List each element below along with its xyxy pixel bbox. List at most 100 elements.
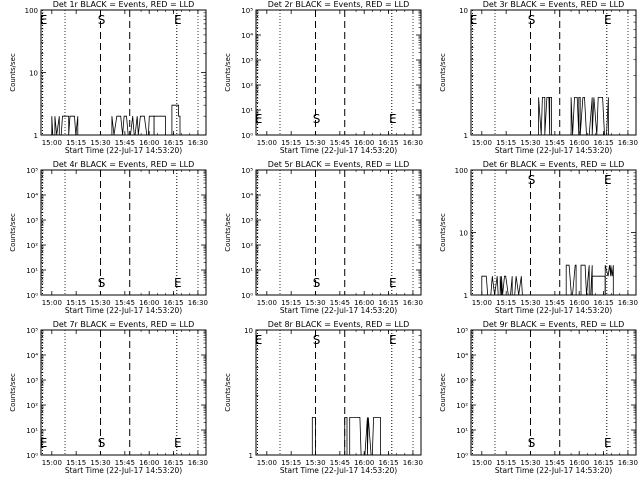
x-tick-label: 15:15 <box>496 299 516 307</box>
panel-9: Det 9r BLACK = Events, RED = LLD 15:00 15:… <box>439 320 638 475</box>
panel-title: Det 5r BLACK = Events, RED = LLD <box>268 160 410 169</box>
x-tick-label: 15:15 <box>281 459 301 467</box>
y-tick-label: 10 <box>244 327 253 335</box>
y-tick-label: 10⁵ <box>241 7 253 15</box>
marker-letter: S <box>98 13 106 27</box>
x-tick-label: 15:45 <box>115 139 135 147</box>
y-tick-label: 10¹ <box>241 107 253 115</box>
x-tick-label: 15:45 <box>330 299 350 307</box>
x-tick-label: 15:00 <box>257 299 277 307</box>
y-axis-label: Counts/sec <box>439 53 447 92</box>
x-tick-label: 15:00 <box>257 459 277 467</box>
event-trace <box>570 97 609 136</box>
x-tick-label: 15:45 <box>545 299 565 307</box>
x-tick-label: 16:00 <box>354 459 374 467</box>
panel-title: Det 2r BLACK = Events, RED = LLD <box>268 0 410 9</box>
y-axis-label: Counts/sec <box>224 373 232 412</box>
event-trace <box>481 275 523 296</box>
y-tick-label: 1 <box>34 132 38 140</box>
x-tick-label: 16:00 <box>139 299 159 307</box>
x-axis-label: Start Time (22-Jul-17 14:53:20) <box>280 466 397 475</box>
y-tick-label: 10⁴ <box>26 352 38 360</box>
panel-title: Det 4r BLACK = Events, RED = LLD <box>53 160 195 169</box>
x-tick-label: 16:15 <box>163 459 183 467</box>
panel-3: Det 3r BLACK = Events, RED = LLD 15:00 15:… <box>439 0 638 155</box>
x-tick-label: 16:00 <box>569 139 589 147</box>
x-tick-label: 15:00 <box>42 299 62 307</box>
y-tick-label: 10⁵ <box>456 327 468 335</box>
y-tick-label: 10⁰ <box>241 292 253 300</box>
y-tick-label: 10⁰ <box>241 132 253 140</box>
x-tick-label: 16:30 <box>403 459 423 467</box>
x-tick-label: 16:15 <box>593 459 613 467</box>
x-tick-label: 15:00 <box>472 139 492 147</box>
y-tick-label: 10² <box>241 242 253 250</box>
marker-letter: E <box>255 333 263 347</box>
x-tick-label: 16:30 <box>188 459 208 467</box>
x-tick-label: 15:45 <box>115 299 135 307</box>
x-axis-label: Start Time (22-Jul-17 14:53:20) <box>495 466 612 475</box>
marker-letter: E <box>174 13 182 27</box>
x-tick-label: 15:15 <box>281 299 301 307</box>
x-tick-label: 15:00 <box>472 459 492 467</box>
marker-letter: S <box>98 436 106 450</box>
y-tick-label: 100 <box>455 167 468 175</box>
y-axis-label: Counts/sec <box>224 213 232 252</box>
x-tick-label: 16:30 <box>618 459 638 467</box>
y-axis-label: Counts/sec <box>9 53 17 92</box>
x-tick-label: 15:45 <box>545 139 565 147</box>
y-axis-label: Counts/sec <box>224 53 232 92</box>
y-tick-label: 1 <box>249 452 253 460</box>
x-tick-label: 16:30 <box>618 139 638 147</box>
y-tick-label: 10⁰ <box>456 452 468 460</box>
y-tick-label: 100 <box>25 7 38 15</box>
y-tick-label: 10⁵ <box>26 167 38 175</box>
marker-letter: E <box>604 436 612 450</box>
event-trace <box>538 97 552 136</box>
y-tick-label: 10³ <box>26 377 38 385</box>
y-tick-label: 10¹ <box>456 427 468 435</box>
marker-letter: E <box>40 436 48 450</box>
x-tick-label: 15:30 <box>90 139 110 147</box>
plot-frame <box>470 329 637 456</box>
y-tick-label: 10⁴ <box>241 192 253 200</box>
x-tick-label: 15:30 <box>90 299 110 307</box>
x-tick-label: 16:00 <box>354 139 374 147</box>
panel-2: Det 2r BLACK = Events, RED = LLD 15:00 15:… <box>224 0 423 155</box>
x-axis-label: Start Time (22-Jul-17 14:53:20) <box>280 146 397 155</box>
event-trace <box>51 115 79 136</box>
plot-frame <box>470 9 637 136</box>
marker-letter: E <box>174 436 182 450</box>
panel-5: Det 5r BLACK = Events, RED = LLD 15:00 15:… <box>224 160 423 315</box>
y-tick-label: 10⁴ <box>456 352 468 360</box>
plot-frame <box>255 169 422 296</box>
y-axis-label: Counts/sec <box>9 213 17 252</box>
y-axis-label: Counts/sec <box>439 373 447 412</box>
y-tick-label: 10³ <box>241 57 253 65</box>
marker-letter: E <box>470 13 478 27</box>
panel-6: Det 6r BLACK = Events, RED = LLD 15:00 15:… <box>439 160 638 315</box>
y-axis-label: Counts/sec <box>439 213 447 252</box>
x-tick-label: 16:00 <box>139 459 159 467</box>
panel-title: Det 1r BLACK = Events, RED = LLD <box>53 0 195 9</box>
x-tick-label: 16:30 <box>403 139 423 147</box>
panel-1: Det 1r BLACK = Events, RED = LLD 15:00 15:… <box>9 0 208 155</box>
x-tick-label: 16:30 <box>403 299 423 307</box>
x-tick-label: 15:45 <box>330 459 350 467</box>
marker-letter: E <box>389 333 397 347</box>
panel-title: Det 7r BLACK = Events, RED = LLD <box>53 320 195 329</box>
y-tick-label: 10⁴ <box>26 192 38 200</box>
y-tick-label: 10¹ <box>26 267 38 275</box>
x-tick-label: 15:45 <box>115 459 135 467</box>
marker-letter: S <box>528 436 536 450</box>
marker-letter: E <box>255 112 263 126</box>
marker-letter: S <box>313 112 321 126</box>
y-tick-label: 10⁰ <box>26 452 38 460</box>
x-tick-label: 15:30 <box>305 139 325 147</box>
x-tick-label: 15:30 <box>520 459 540 467</box>
x-tick-label: 15:15 <box>496 459 516 467</box>
panel-8: Det 8r BLACK = Events, RED = LLD 15:00 15:… <box>224 320 423 475</box>
event-trace <box>311 417 316 455</box>
plot-frame <box>255 329 422 456</box>
x-tick-label: 15:30 <box>520 299 540 307</box>
